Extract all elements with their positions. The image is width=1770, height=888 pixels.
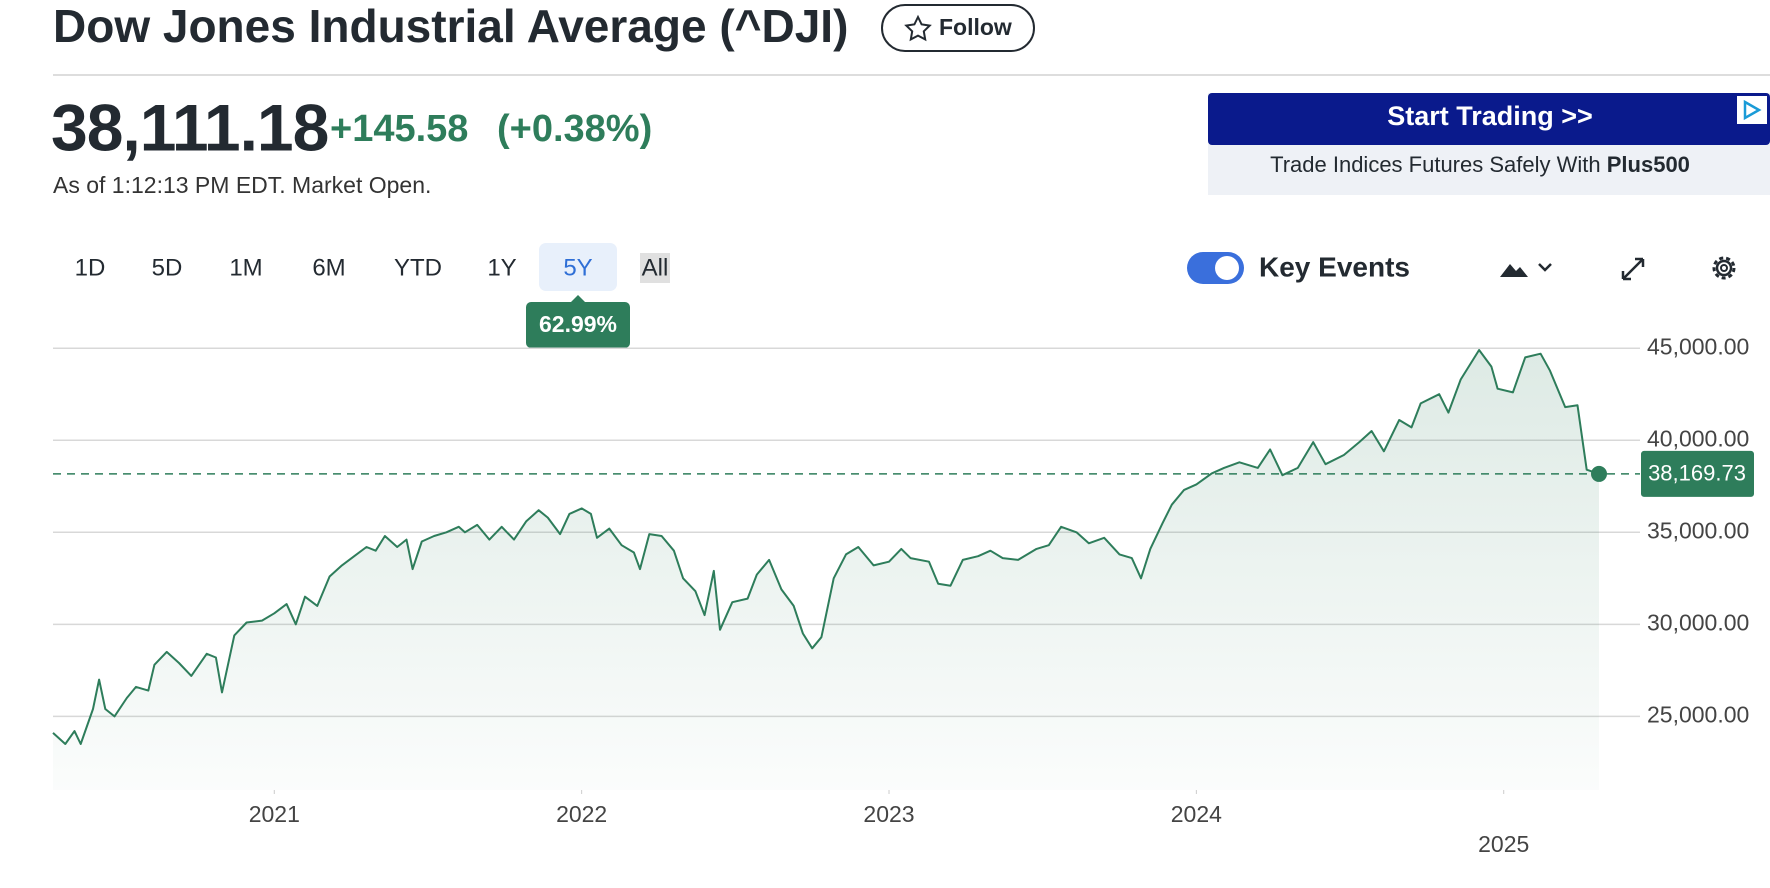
- range-button[interactable]: 5D: [152, 254, 183, 281]
- ad-choices-glyph: [1743, 99, 1762, 121]
- range-change: 62.99%: [539, 311, 617, 337]
- ad-banner[interactable]: [1208, 93, 1770, 145]
- change: +145.58: [330, 108, 468, 150]
- range-selector: 1D 5D 1M 6M YTD 1Y 5Y 62.99% All: [75, 243, 670, 348]
- y-tick-label: 45,000.00: [1647, 333, 1749, 359]
- price-area: [53, 350, 1599, 790]
- ad-brand: Plus500: [1607, 152, 1690, 177]
- ad-headline: Start Trading >>: [1387, 101, 1593, 131]
- gear-hub: [1720, 264, 1728, 272]
- tooltip-pointer: [570, 295, 586, 303]
- ad-text-body: Trade Indices Futures Safely With: [1270, 152, 1601, 177]
- x-tick-label: 2022: [556, 801, 607, 827]
- range-button[interactable]: All: [642, 254, 669, 281]
- ad-choices-icon[interactable]: [1737, 96, 1767, 124]
- current-value-badge: [1641, 450, 1754, 497]
- range-change-tooltip: [526, 302, 630, 348]
- key-events-label: Key Events: [1259, 251, 1410, 282]
- chart-type-caret[interactable]: [1538, 263, 1552, 272]
- range-button-bg[interactable]: [640, 253, 670, 283]
- gear-ring: [1715, 259, 1733, 277]
- settings-icon[interactable]: [1712, 256, 1736, 280]
- range-button[interactable]: 1Y: [487, 254, 516, 281]
- price-line: [52, 349, 1600, 745]
- fullscreen-icon[interactable]: [1621, 257, 1645, 281]
- range-button[interactable]: 5Y: [563, 254, 592, 281]
- current-point: [1591, 465, 1607, 482]
- range-button[interactable]: YTD: [394, 254, 442, 281]
- current-value-label: 38,169.73: [1648, 461, 1746, 486]
- x-tick-label: 2023: [863, 801, 914, 827]
- range-button[interactable]: 1M: [229, 254, 262, 281]
- toggle-knob: [1215, 256, 1239, 280]
- x-tick-label: 2024: [1171, 801, 1222, 827]
- gear-teeth: [1712, 256, 1736, 280]
- range-button[interactable]: 1D: [75, 254, 106, 281]
- ad-text: Trade Indices Futures Safely With Plus50…: [1270, 152, 1690, 177]
- star-icon: [904, 14, 932, 42]
- range-button-selected[interactable]: [539, 243, 617, 291]
- price-chart: 25,000.00 30,000.00 35,000.00 40,000.00 45,0…: [52, 333, 1754, 857]
- range-button[interactable]: 6M: [312, 254, 345, 281]
- y-tick-label: 25,000.00: [1647, 701, 1749, 727]
- y-tick-label: 35,000.00: [1647, 517, 1749, 543]
- follow-label: Follow: [939, 14, 1012, 40]
- follow-button[interactable]: [881, 4, 1035, 52]
- x-tick-label: 2021: [249, 801, 300, 827]
- key-events-toggle[interactable]: [1187, 252, 1244, 284]
- quote-title: Dow Jones Industrial Average (^DJI): [53, 0, 848, 52]
- change-percent: (+0.38%): [497, 108, 652, 150]
- y-tick-label: 30,000.00: [1647, 609, 1749, 635]
- price: 38,111.18: [51, 90, 328, 164]
- x-tick-label: 2025: [1478, 831, 1529, 857]
- y-tick-label: 40,000.00: [1647, 425, 1749, 451]
- chart-type-icon[interactable]: [1500, 264, 1528, 277]
- market-status: As of 1:12:13 PM EDT. Market Open.: [53, 172, 431, 198]
